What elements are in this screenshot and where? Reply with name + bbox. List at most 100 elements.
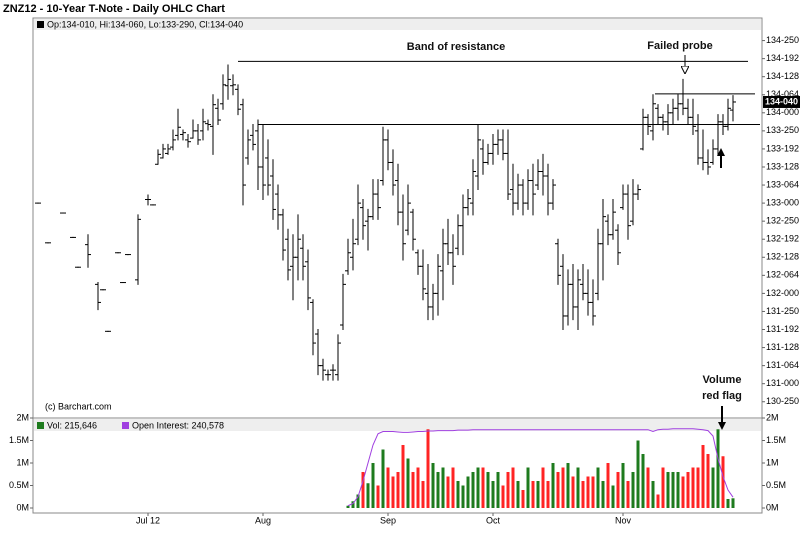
volume-bar xyxy=(391,476,395,508)
volume-bar xyxy=(381,449,385,508)
y-tick-label: 1M xyxy=(766,457,779,467)
volume-bar xyxy=(546,481,550,508)
y-tick-label: 134-064 xyxy=(766,89,799,99)
volume-bar xyxy=(556,472,560,508)
volume-bar xyxy=(476,467,480,508)
volume-bar xyxy=(481,467,485,508)
legend-label: Open Interest: 240,578 xyxy=(132,420,224,430)
volume-bar xyxy=(356,494,360,508)
volume-bar xyxy=(626,481,630,508)
volume-bar xyxy=(451,467,455,508)
y-tick-label: 134-192 xyxy=(766,53,799,63)
volume-bar xyxy=(506,472,510,508)
volume-bar xyxy=(591,476,595,508)
volume-bar xyxy=(661,467,665,508)
volume-bar xyxy=(576,467,580,508)
y-tick-label: 133-000 xyxy=(766,197,799,207)
y-tick-label: 133-192 xyxy=(766,143,799,153)
volume-bar xyxy=(551,463,555,508)
volume-bar xyxy=(441,467,445,508)
y-tick-label: 132-192 xyxy=(766,234,799,244)
legend-label: Op:134-010, Hi:134-060, Lo:133-290, Cl:1… xyxy=(47,19,243,29)
volume-bar xyxy=(501,485,505,508)
chart-title: ZNZ12 - 10-Year T-Note - Daily OHLC Char… xyxy=(3,3,225,15)
volume-bar xyxy=(426,429,430,508)
volume-bar xyxy=(461,485,465,508)
volume-bar xyxy=(521,490,525,508)
volume-bar xyxy=(731,498,735,508)
volume-bar xyxy=(361,472,365,508)
volume-bar xyxy=(611,485,615,508)
volume-bar xyxy=(526,467,530,508)
y-tick-label: 134-250 xyxy=(766,35,799,45)
volume-bar xyxy=(371,463,375,508)
y-tick-label: 131-192 xyxy=(766,324,799,334)
volume-bar xyxy=(401,445,405,508)
volume-bar xyxy=(536,481,540,508)
volume-bar xyxy=(666,472,670,508)
legend-label: Vol: 215,646 xyxy=(47,420,97,430)
y-tick-label: 1M xyxy=(16,457,29,467)
y-tick-label: 0.5M xyxy=(9,480,29,490)
volume-bar xyxy=(681,476,685,508)
y-tick-label: 130-250 xyxy=(766,396,799,406)
volume-bar xyxy=(581,481,585,508)
volume-bar xyxy=(421,481,425,508)
volume-bar xyxy=(466,476,470,508)
volume-bar xyxy=(386,467,390,508)
plot: 134-250 134-192 134-128 134-064 134-000 133-2… xyxy=(9,19,800,525)
y-tick-label: 131-250 xyxy=(766,306,799,316)
y-tick-label: 134-128 xyxy=(766,71,799,81)
volume-bar xyxy=(721,456,725,508)
volume-bar xyxy=(726,499,730,508)
y-tick-label: 134-000 xyxy=(766,107,799,117)
volume-bar xyxy=(516,481,520,508)
volume-bar xyxy=(716,429,720,508)
legend-swatch xyxy=(122,422,129,429)
y-tick-label: 1.5M xyxy=(766,435,786,445)
legend-swatch xyxy=(37,21,44,28)
annotation: Failed probe xyxy=(647,40,712,52)
volume-bar xyxy=(561,467,565,508)
volume-bar xyxy=(416,467,420,508)
open-interest-line xyxy=(347,428,734,507)
volume-bar xyxy=(496,472,500,508)
volume-bar xyxy=(436,472,440,508)
volume-bar xyxy=(706,454,710,508)
volume-bar xyxy=(601,481,605,508)
y-tick-label: 0.5M xyxy=(766,480,786,490)
volume-bar xyxy=(646,467,650,508)
volume-bar xyxy=(606,463,610,508)
x-tick-label: Nov xyxy=(615,515,632,525)
y-tick-label: 132-000 xyxy=(766,288,799,298)
y-tick-label: 131-064 xyxy=(766,360,799,370)
volume-bar xyxy=(616,472,620,508)
y-tick-label: 133-064 xyxy=(766,179,799,189)
x-tick-label: Oct xyxy=(486,515,501,525)
x-tick-label: Jul 12 xyxy=(136,515,160,525)
volume-bar xyxy=(376,485,380,508)
volume-bar xyxy=(696,467,700,508)
volume-bar xyxy=(431,463,435,508)
x-tick-label: Aug xyxy=(255,515,271,525)
volume-bar xyxy=(471,472,475,508)
y-tick-label: 132-128 xyxy=(766,252,799,262)
volume-bar xyxy=(411,472,415,508)
volume-bar xyxy=(621,463,625,508)
y-tick-label: 2M xyxy=(16,412,29,422)
volume-bar xyxy=(541,467,545,508)
legend-swatch xyxy=(37,422,44,429)
volume-bar xyxy=(396,472,400,508)
y-tick-label: 132-064 xyxy=(766,270,799,280)
y-tick-label: 1.5M xyxy=(9,435,29,445)
y-tick-label: 133-128 xyxy=(766,161,799,171)
annotation: Band of resistance xyxy=(407,41,505,53)
credit: (c) Barchart.com xyxy=(45,401,112,411)
volume-bar xyxy=(456,481,460,508)
volume-bar xyxy=(531,481,535,508)
volume-bar xyxy=(346,505,350,508)
volume-bar xyxy=(446,476,450,508)
volume-bar xyxy=(366,483,370,508)
y-tick-label: 2M xyxy=(766,412,779,422)
